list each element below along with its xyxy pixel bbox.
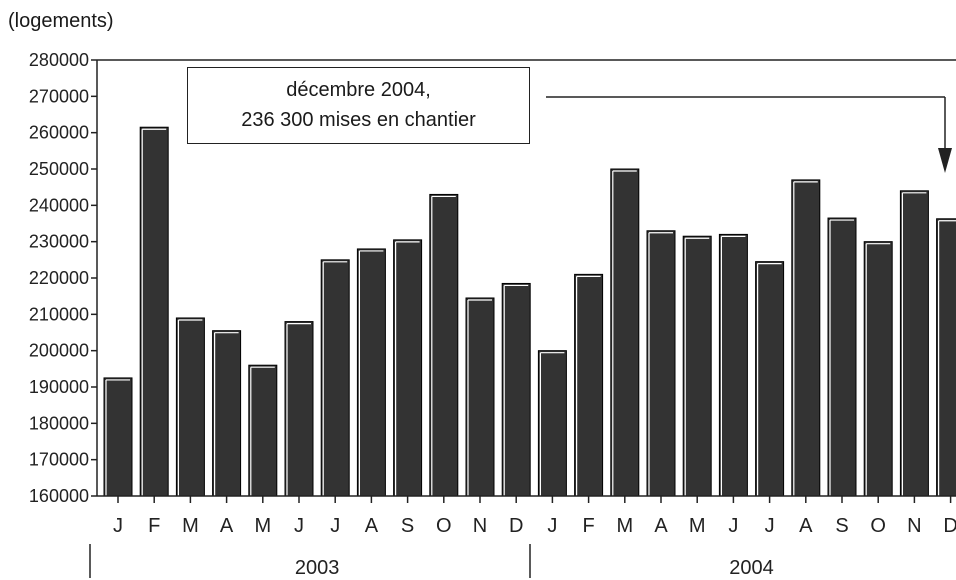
bar [501,282,531,497]
y-tick-label: 160000 [29,486,89,506]
bar [320,259,350,497]
bar [465,297,495,497]
year-label: 2003 [295,557,340,579]
bar [610,168,640,497]
bar [574,273,604,497]
month-label: A [799,515,813,537]
bar [936,218,956,497]
annotation-line-1: décembre 2004, [286,79,431,101]
bar [429,193,459,497]
month-label: O [870,515,886,537]
y-tick-label: 230000 [29,232,89,252]
month-label: J [765,515,775,537]
y-tick-label: 220000 [29,268,89,288]
bar [718,233,748,497]
bar [393,239,423,497]
y-tick-label: 170000 [29,450,89,470]
bar [284,321,314,497]
month-label: O [436,515,452,537]
bar [139,126,169,497]
month-label: D [943,515,956,537]
month-label: J [728,515,738,537]
year-label: 2004 [729,557,774,579]
month-label: F [582,515,594,537]
bar [248,364,278,497]
month-label: M [254,515,271,537]
month-label: A [654,515,668,537]
arrow-head [938,148,952,173]
month-label: S [401,515,414,537]
month-label: M [616,515,633,537]
annotation-box: décembre 2004, 236 300 mises en chantier [187,67,530,144]
y-tick-label: 210000 [29,304,89,324]
y-tick-label: 190000 [29,377,89,397]
bar [899,190,929,497]
bar [212,330,242,497]
y-tick-label: 270000 [29,86,89,106]
month-label: J [113,515,123,537]
month-label: J [294,515,304,537]
month-label: M [689,515,706,537]
bar [682,235,712,497]
bar [755,261,785,497]
bar [103,377,133,497]
month-label: A [365,515,379,537]
month-label: N [907,515,921,537]
y-tick-label: 240000 [29,195,89,215]
month-label: N [473,515,487,537]
y-tick-label: 250000 [29,159,89,179]
bar [791,179,821,497]
annotation-line-2: 236 300 mises en chantier [241,109,476,131]
bar [646,230,676,497]
y-axis: 160000 170000 180000 190000 200000 210000 2200… [29,50,956,506]
month-label: A [220,515,234,537]
annotation-arrow [546,96,952,173]
month-label: J [547,515,557,537]
bar [827,217,857,497]
bar [356,248,386,497]
y-tick-label: 180000 [29,413,89,433]
bars-group [103,126,956,497]
month-label: F [148,515,160,537]
month-label: M [182,515,199,537]
y-tick-label: 260000 [29,123,89,143]
y-axis-unit-label: (logements) [8,10,114,32]
y-tick-label: 200000 [29,341,89,361]
bar [863,241,893,497]
month-label: D [509,515,523,537]
y-tick-label: 280000 [29,50,89,70]
month-label: J [330,515,340,537]
month-label: S [835,515,848,537]
bar [537,350,567,497]
bar [175,317,205,497]
